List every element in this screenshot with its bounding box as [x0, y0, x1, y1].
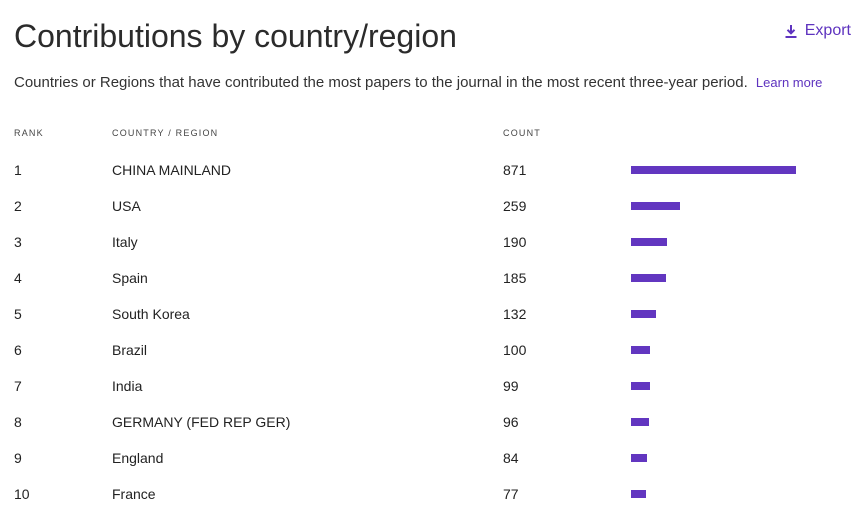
description-text: Countries or Regions that have contribut… [14, 74, 748, 91]
count-bar [631, 238, 667, 246]
count-cell: 871 [503, 162, 527, 178]
rank-cell: 9 [14, 450, 22, 466]
export-button[interactable]: Export [785, 20, 851, 42]
count-cell: 132 [503, 306, 527, 322]
country-cell: Spain [112, 270, 148, 286]
country-cell: South Korea [112, 306, 190, 322]
country-cell: India [112, 378, 143, 394]
country-cell: Brazil [112, 342, 148, 358]
count-cell: 100 [503, 342, 527, 358]
count-bar [631, 346, 650, 354]
rank-cell: 3 [14, 234, 22, 250]
description: Countries or Regions that have contribut… [14, 73, 822, 93]
download-icon [785, 24, 797, 38]
country-cell: Italy [112, 234, 138, 250]
count-bar [631, 166, 796, 174]
count-cell: 84 [503, 450, 519, 466]
rank-cell: 4 [14, 270, 22, 286]
country-cell: England [112, 450, 164, 466]
count-cell: 96 [503, 414, 519, 430]
count-bar [631, 202, 680, 210]
country-table: 1 CHINA MAINLAND 871 2 USA 259 3 Italy 1… [0, 152, 861, 512]
table-row: 7 India 99 [0, 368, 861, 404]
table-row: 6 Brazil 100 [0, 332, 861, 368]
page-title: Contributions by country/region [14, 18, 457, 54]
table-row: 4 Spain 185 [0, 260, 861, 296]
table-row: 10 France 77 [0, 476, 861, 512]
count-cell: 185 [503, 270, 527, 286]
learn-more-link[interactable]: Learn more [755, 75, 823, 90]
count-bar [631, 382, 650, 390]
count-cell: 99 [503, 378, 519, 394]
table-row: 5 South Korea 132 [0, 296, 861, 332]
country-cell: USA [112, 198, 141, 214]
count-cell: 190 [503, 234, 527, 250]
rank-cell: 5 [14, 306, 22, 322]
count-bar [631, 454, 647, 462]
column-header-rank: RANK [14, 128, 44, 138]
country-cell: CHINA MAINLAND [112, 162, 232, 178]
count-bar [631, 490, 646, 498]
export-label: Export [804, 22, 851, 39]
rank-cell: 10 [14, 486, 30, 502]
count-bar [631, 418, 649, 426]
table-row: 2 USA 259 [0, 188, 861, 224]
count-cell: 259 [503, 198, 527, 214]
rank-cell: 7 [14, 378, 22, 394]
count-bar [631, 310, 656, 318]
country-cell: France [112, 486, 156, 502]
table-row: 8 GERMANY (FED REP GER) 96 [0, 404, 861, 440]
rank-cell: 8 [14, 414, 22, 430]
country-cell: GERMANY (FED REP GER) [112, 414, 291, 430]
table-row: 3 Italy 190 [0, 224, 861, 260]
count-bar [631, 274, 666, 282]
table-row: 9 England 84 [0, 440, 861, 476]
count-cell: 77 [503, 486, 519, 502]
table-row: 1 CHINA MAINLAND 871 [0, 152, 861, 188]
column-header-count: COUNT [503, 128, 541, 138]
column-header-country: COUNTRY / REGION [112, 128, 219, 138]
rank-cell: 1 [14, 162, 22, 178]
rank-cell: 6 [14, 342, 22, 358]
rank-cell: 2 [14, 198, 22, 214]
